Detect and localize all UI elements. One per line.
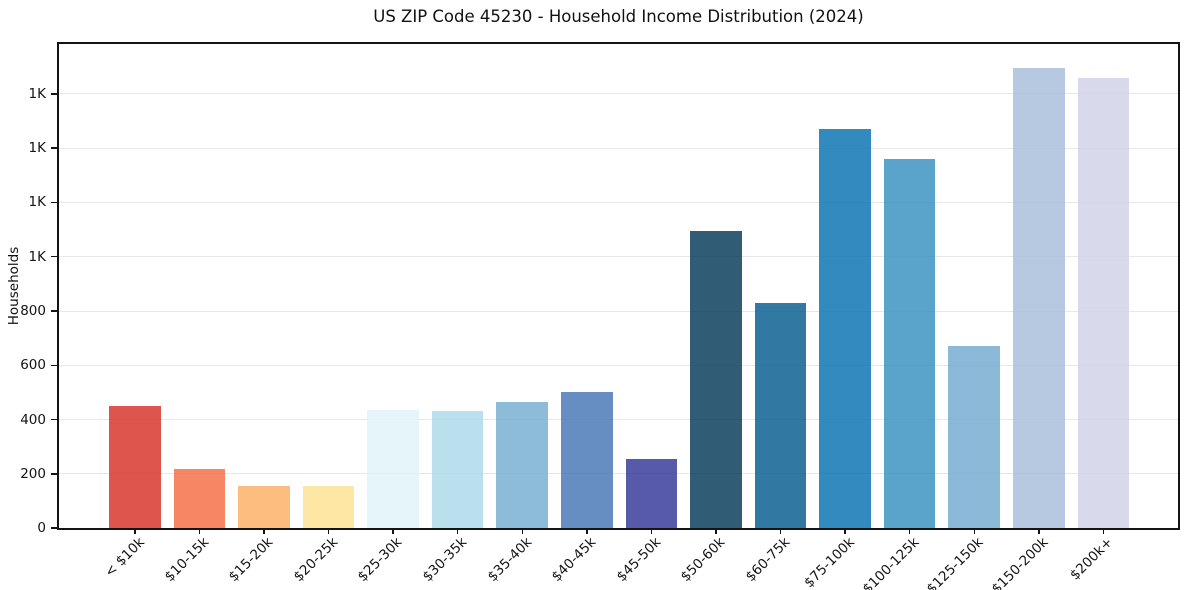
x-tick-mark [973,528,975,534]
y-tick-mark [50,93,57,95]
x-tick-mark [586,528,588,534]
y-tick-label: 1K [28,248,46,265]
x-tick-label: $10-15k [161,534,213,585]
y-tick-mark [50,473,57,475]
bar-75-100k [819,129,871,528]
bar-50-60k [690,230,742,528]
x-tick-label: $60-75k [742,534,794,585]
x-tick-label: $30-35k [419,534,471,585]
x-tick-mark [844,528,846,534]
x-tick-mark [1038,528,1040,534]
y-tick-label: 400 [20,411,46,428]
y-tick-label: 1K [28,85,46,102]
bar-200k [1077,78,1130,528]
bar-10k [109,405,161,528]
x-tick-mark [779,528,782,534]
x-tick-label: $200k+ [1066,534,1116,584]
bar-35-40k [496,401,549,528]
gridline [59,364,1178,366]
x-tick-mark [456,528,459,534]
bar-10-15k [173,469,226,528]
y-tick-mark [50,527,57,529]
bar-15-20k [238,485,290,528]
x-tick-mark [521,528,523,534]
y-tick-label: 800 [20,303,46,319]
x-tick-label: $125-150k [923,534,987,590]
gridline [59,93,1178,95]
gridline [59,310,1178,312]
y-tick-label: 200 [20,465,46,482]
bar-150-200k [1012,67,1065,528]
x-tick-label: $35-40k [484,534,535,585]
y-tick-label: 600 [20,357,46,374]
y-tick-mark [50,255,57,258]
y-tick-label: 1K [28,194,46,211]
gridline [59,147,1178,149]
x-tick-label: $25-30k [355,534,406,585]
x-tick-label: $15-20k [225,534,277,585]
x-tick-mark [715,528,717,534]
x-tick-mark [1102,528,1105,534]
bar-40-45k [561,391,613,528]
gridline [59,473,1178,475]
gridline [59,256,1178,258]
y-tick-label: 1K [28,140,46,157]
x-tick-mark [198,528,201,534]
bar-30-35k [431,411,484,528]
gridline [59,419,1178,420]
bar-125-150k [948,346,1001,528]
bar-45-50k [625,458,678,528]
y-tick-label: 0 [37,520,46,536]
x-tick-mark [650,528,653,534]
gridline [59,201,1178,203]
x-tick-label: $45-50k [613,534,665,585]
x-tick-label: $40-45k [548,534,600,585]
y-tick-mark [50,418,57,421]
y-tick-mark [50,364,57,366]
plot-area [57,42,1180,530]
x-tick-mark [327,528,330,534]
x-tick-label: $20-25k [290,534,342,585]
chart-title: US ZIP Code 45230 - Household Income Dis… [373,7,864,26]
y-tick-mark [50,310,57,312]
x-tick-mark [263,528,265,534]
bar-60-75k [754,302,807,528]
x-tick-label: $75-100k [800,534,858,590]
x-tick-label: $100-125k [859,534,923,590]
x-tick-mark [908,528,911,534]
y-tick-mark [50,147,57,149]
bar-20-25k [302,486,355,528]
bar-25-30k [367,410,419,528]
x-tick-mark [392,528,394,534]
y-tick-mark [50,201,57,204]
bar-100-125k [883,159,936,528]
x-tick-label: < $10k [101,534,148,581]
x-tick-label: $150-200k [988,534,1052,590]
x-tick-mark [134,528,136,534]
x-tick-label: $50-60k [677,534,729,585]
